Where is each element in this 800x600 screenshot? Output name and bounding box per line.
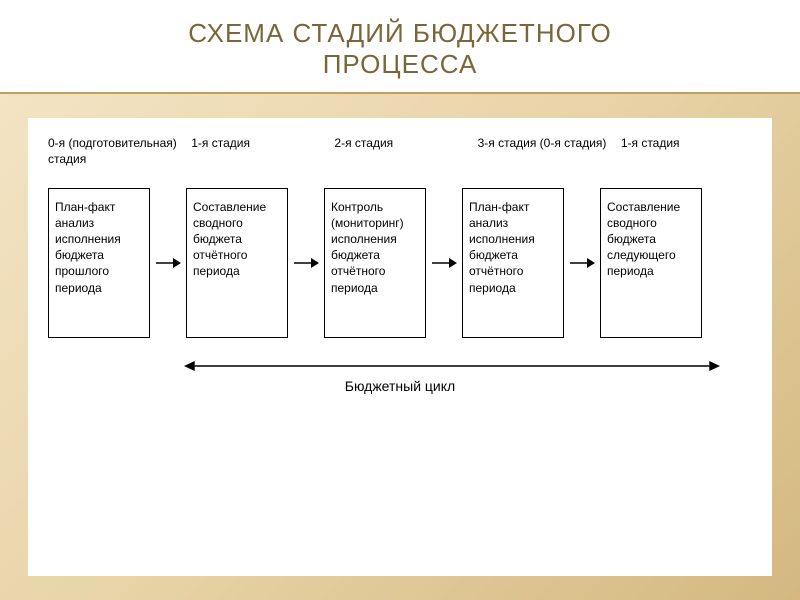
stage-label-1: 1-я стадия xyxy=(191,136,322,167)
flow-box-4: Составление сводного бюджета следующего … xyxy=(600,188,702,338)
flow-row: План-факт анализ исполнения бюджета прош… xyxy=(48,188,752,338)
slide-header: СХЕМА СТАДИЙ БЮДЖЕТНОГО ПРОЦЕССА xyxy=(0,0,800,94)
arrow-right-icon xyxy=(154,188,182,338)
stage-label-0: 0-я (подготовительная) стадия xyxy=(48,136,179,167)
slide-container: СХЕМА СТАДИЙ БЮДЖЕТНОГО ПРОЦЕССА 0-я (по… xyxy=(0,0,800,600)
title-line-2: ПРОЦЕССА xyxy=(323,49,478,79)
flow-box-1: Составление сводного бюджета отчётного п… xyxy=(186,188,288,338)
arrow-right-icon xyxy=(568,188,596,338)
title-line-1: СХЕМА СТАДИЙ БЮДЖЕТНОГО xyxy=(188,18,611,48)
slide-title: СХЕМА СТАДИЙ БЮДЖЕТНОГО ПРОЦЕССА xyxy=(20,18,780,80)
stage-labels-row: 0-я (подготовительная) стадия 1-я стадия… xyxy=(48,136,752,167)
stage-label-4: 1-я стадия xyxy=(621,136,752,167)
stage-label-2: 2-я стадия xyxy=(334,136,465,167)
flow-box-0: План-факт анализ исполнения бюджета прош… xyxy=(48,188,150,338)
flow-box-3: План-факт анализ исполнения бюджета отчё… xyxy=(462,188,564,338)
arrow-right-icon xyxy=(430,188,458,338)
arrow-right-icon xyxy=(292,188,320,338)
stage-label-3: 3-я стадия (0-я стадия) xyxy=(478,136,609,167)
flow-box-2: Контроль (мониторинг) исполнения бюджета… xyxy=(324,188,426,338)
cycle-label: Бюджетный цикл xyxy=(48,378,752,394)
diagram-panel: 0-я (подготовительная) стадия 1-я стадия… xyxy=(28,118,772,576)
cycle-row: Бюджетный цикл xyxy=(48,356,752,400)
